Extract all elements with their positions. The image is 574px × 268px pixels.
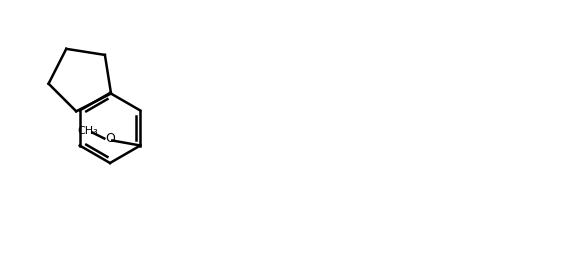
Text: CH₃: CH₃	[77, 125, 98, 136]
Text: O: O	[106, 132, 115, 145]
